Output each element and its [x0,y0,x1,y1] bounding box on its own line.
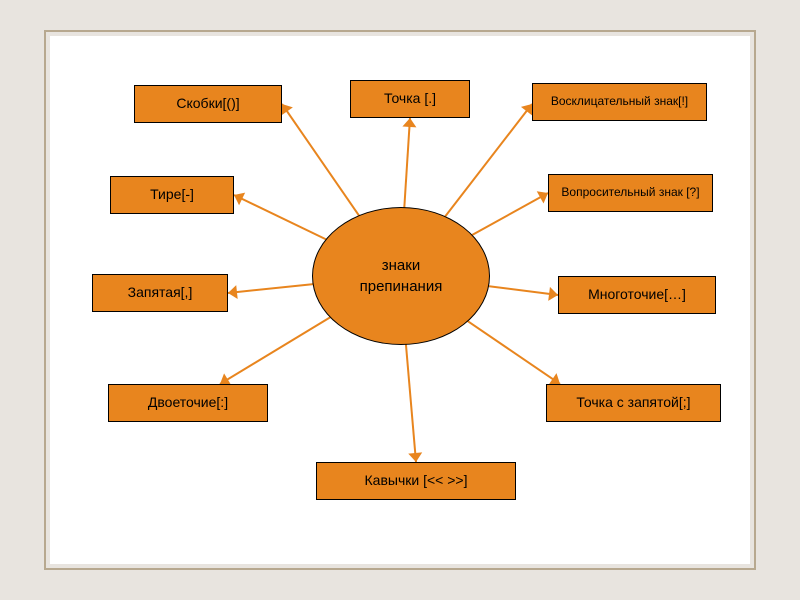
center-line2: препинания [360,278,443,295]
node-semicolon: Точка с запятой[;] [546,384,721,422]
diagram-canvas: знаки препинания Скобки[()] Точка [.] Воск… [50,36,750,564]
node-quotes: Кавычки [<< >>] [316,462,516,500]
center-label: знаки препинания [360,255,443,297]
node-quest: Вопросительный знак [?] [548,174,713,212]
node-ellipsis: Многоточие[…] [558,276,716,314]
node-colon: Двоеточие[:] [108,384,268,422]
center-line1: знаки [382,257,420,274]
node-excl: Восклицательный знак[!] [532,83,707,121]
node-comma: Запятая[,] [92,274,228,312]
slide-page: знаки препинания Скобки[()] Точка [.] Воск… [0,0,800,600]
node-brackets: Скобки[()] [134,85,282,123]
center-node: знаки препинания [312,207,490,345]
node-period: Точка [.] [350,80,470,118]
node-dash: Тире[-] [110,176,234,214]
